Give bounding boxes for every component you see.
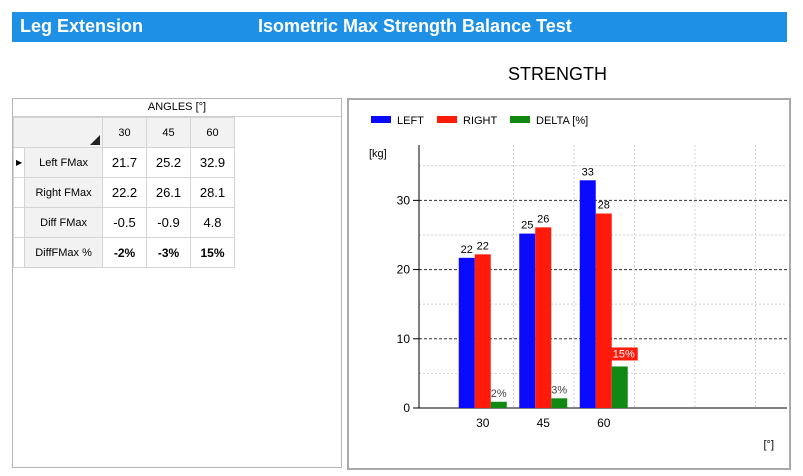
table-cell[interactable]: 25.2 xyxy=(146,147,191,178)
legend-label-1: RIGHT xyxy=(463,115,498,127)
legend-label-2: DELTA [%] xyxy=(536,115,588,127)
row-header-left-fmax[interactable]: Left FMax xyxy=(24,147,103,178)
row-marker xyxy=(12,177,26,208)
bar-left-30 xyxy=(458,257,475,408)
table-cell[interactable]: 15% xyxy=(190,237,235,268)
data-label: 22 xyxy=(461,244,473,256)
current-row-icon: ▶ xyxy=(12,147,26,178)
table-cell[interactable]: -0.9 xyxy=(146,207,191,238)
strength-bar-chart: LEFT RIGHT DELTA [%] [kg] 0 10 20 30 30 22 22 2% 45 2… xyxy=(369,115,787,451)
row-marker xyxy=(12,237,26,268)
y-axis-label: [kg] xyxy=(369,148,387,160)
column-header-45[interactable]: 45 xyxy=(146,117,191,148)
table-row[interactable]: DiffFMax % -2% -3% 15% xyxy=(12,237,235,268)
column-header-30[interactable]: 30 xyxy=(102,117,147,148)
table-row[interactable]: Right FMax 22.2 26.1 28.1 xyxy=(12,177,235,208)
exercise-title: Leg Extension xyxy=(20,16,144,36)
angles-table: 30 45 60 ▶ Left FMax 21.7 25.2 32.9 Righ… xyxy=(12,117,235,268)
row-marker xyxy=(12,207,26,238)
x-tick-label: 30 xyxy=(476,416,490,430)
data-label: 3% xyxy=(551,384,567,396)
y-tick-label: 10 xyxy=(397,332,411,346)
chart-title: STRENGTH xyxy=(508,64,607,84)
x-axis-label: [°] xyxy=(763,439,774,451)
legend-swatch-2 xyxy=(510,116,530,123)
data-label: 15% xyxy=(613,348,635,360)
table-cell[interactable]: 32.9 xyxy=(190,147,235,178)
bar-left-45 xyxy=(519,233,536,408)
y-tick-label: 0 xyxy=(403,401,410,415)
x-tick-label: 60 xyxy=(597,416,611,430)
data-label: 22 xyxy=(477,240,489,252)
table-cell[interactable]: -2% xyxy=(102,237,147,268)
row-header-diff-fmax[interactable]: Diff FMax xyxy=(24,207,103,238)
data-label: 2% xyxy=(491,388,507,400)
title-bar: Leg Extension Isometric Max Strength Bal… xyxy=(12,12,787,42)
row-header-right-fmax[interactable]: Right FMax xyxy=(24,177,103,208)
data-label: 26 xyxy=(537,213,549,225)
row-header-diff-fmax-percent[interactable]: DiffFMax % xyxy=(24,237,103,268)
bar-delta-60 xyxy=(611,366,628,408)
bar-right-60 xyxy=(595,213,612,408)
table-cell[interactable]: 28.1 xyxy=(190,177,235,208)
y-tick-label: 30 xyxy=(397,193,411,207)
bar-delta-45 xyxy=(551,398,568,408)
bar-right-45 xyxy=(535,227,552,408)
strength-chart-panel: LEFT RIGHT DELTA [%] [kg] 0 10 20 30 30 22 22 2% 45 2… xyxy=(347,98,791,470)
table-cell[interactable]: -0.5 xyxy=(102,207,147,238)
bar-delta-30 xyxy=(490,401,507,408)
legend-label-0: LEFT xyxy=(397,115,424,127)
legend-swatch-0 xyxy=(371,116,391,123)
data-label: 28 xyxy=(598,200,610,212)
angles-group-header: ANGLES [°] xyxy=(13,99,341,117)
table-cell[interactable]: 22.2 xyxy=(102,177,147,208)
test-title: Isometric Max Strength Balance Test xyxy=(258,16,572,36)
data-label: 33 xyxy=(582,166,594,178)
x-tick-label: 45 xyxy=(537,416,551,430)
select-all-corner[interactable] xyxy=(13,117,103,148)
table-row[interactable]: ▶ Left FMax 21.7 25.2 32.9 xyxy=(12,147,235,178)
legend-swatch-1 xyxy=(437,116,457,123)
sort-corner-icon xyxy=(90,135,100,145)
column-header-60[interactable]: 60 xyxy=(190,117,235,148)
bar-right-30 xyxy=(474,254,491,408)
table-cell[interactable]: 26.1 xyxy=(146,177,191,208)
column-header-row: 30 45 60 xyxy=(13,117,235,148)
bar-left-60 xyxy=(579,180,596,408)
data-label: 25 xyxy=(521,220,533,232)
table-cell[interactable]: 4.8 xyxy=(190,207,235,238)
angles-data-grid[interactable]: ANGLES [°] 30 45 60 ▶ Left FMax 21.7 25.… xyxy=(12,98,342,468)
table-cell[interactable]: -3% xyxy=(146,237,191,268)
table-row[interactable]: Diff FMax -0.5 -0.9 4.8 xyxy=(12,207,235,238)
table-cell[interactable]: 21.7 xyxy=(102,147,147,178)
y-tick-label: 20 xyxy=(397,263,411,277)
data-label-highlight xyxy=(609,347,638,361)
